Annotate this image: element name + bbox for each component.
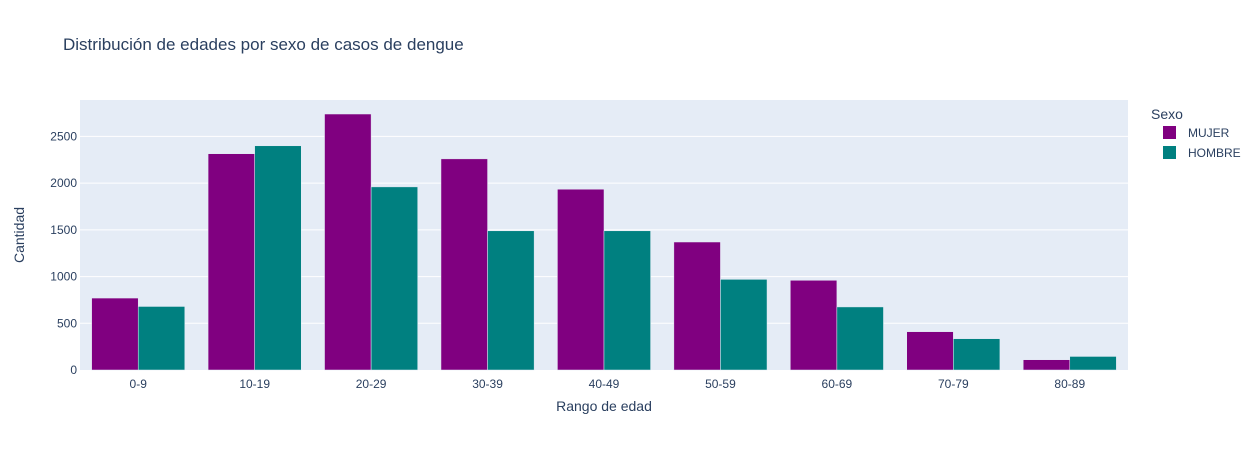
x-tick-label: 80-89 [1054,377,1085,391]
bar-mujer-60-69 [790,280,838,371]
bar-hombre-60-69 [836,306,884,371]
x-tick-label: 40-49 [589,377,620,391]
x-tick-label: 60-69 [822,377,853,391]
plot-area [80,100,1128,371]
x-tick-label: 20-29 [356,377,387,391]
y-tick-label: 2500 [50,129,77,143]
y-tick-label: 2000 [50,176,77,190]
bar-hombre-70-79 [953,338,1001,371]
bar-mujer-10-19 [207,153,255,371]
y-tick-label: 0 [70,363,77,377]
x-tick-label: 10-19 [239,377,270,391]
x-axis-title: Rango de edad [556,398,652,414]
legend-title: Sexo [1151,106,1183,122]
bar-mujer-20-29 [324,113,372,371]
y-tick-label: 1500 [50,223,77,237]
bar-hombre-50-59 [720,279,768,371]
bar-hombre-40-49 [603,230,651,371]
legend-items: MUJER HOMBRE [1163,126,1241,160]
x-tick-label: 30-39 [472,377,503,391]
bar-hombre-0-9 [137,306,186,371]
legend-label: MUJER [1188,126,1230,140]
bar-mujer-0-9 [91,297,139,371]
bar-mujer-80-89 [1022,359,1071,371]
bar-mujer-40-49 [557,188,605,371]
bar-hombre-20-29 [370,186,418,371]
bar-mujer-30-39 [440,158,488,371]
y-tick-label: 500 [57,316,77,330]
legend-swatch [1163,126,1176,139]
legend: Sexo MUJER HOMBRE [1151,106,1241,160]
bars [91,113,1117,371]
chart-title: Distribución de edades por sexo de casos… [63,35,464,54]
x-tick-label: 0-9 [130,377,148,391]
y-axis-title: Cantidad [11,207,27,263]
x-tick-label: 50-59 [705,377,736,391]
legend-swatch [1163,146,1176,159]
bar-hombre-80-89 [1069,356,1117,371]
x-tick-label: 70-79 [938,377,969,391]
x-axis-ticks: 0-9 10-19 20-29 30-39 40-49 50-59 60-69 70-79 80… [130,377,1086,391]
bar-hombre-30-39 [487,230,535,371]
legend-label: HOMBRE [1188,146,1241,160]
y-tick-label: 1000 [50,270,77,284]
bar-mujer-70-79 [906,331,954,371]
y-axis-ticks: 0 500 1000 1500 2000 2500 [50,129,77,377]
bar-hombre-10-19 [254,145,302,371]
bar-mujer-50-59 [673,241,721,371]
